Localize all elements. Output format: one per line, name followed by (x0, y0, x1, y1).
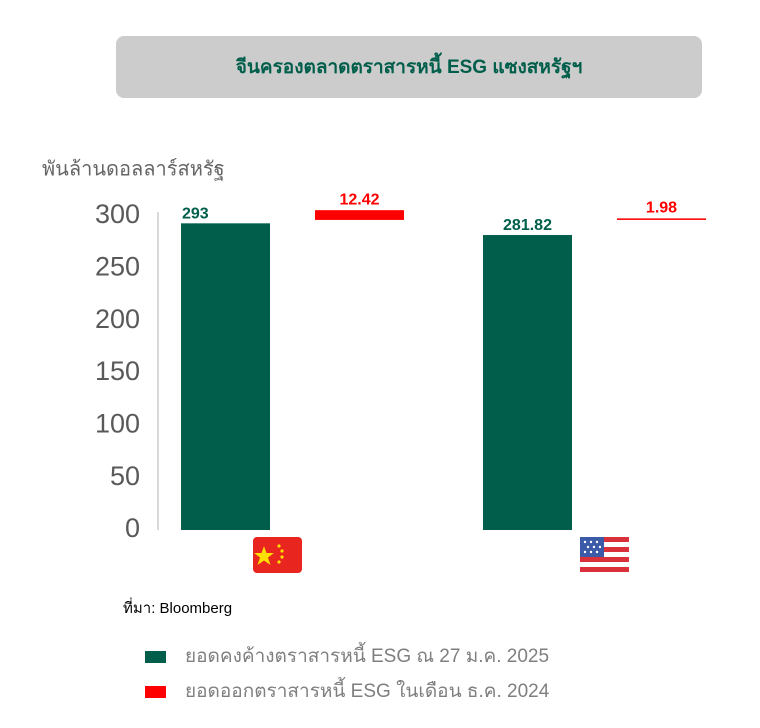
legend-swatch (145, 686, 166, 698)
y-tick-label: 50 (110, 461, 140, 491)
bar (315, 210, 404, 220)
y-tick-label: 200 (95, 304, 140, 334)
bar (181, 223, 270, 530)
y-axis-label: พันล้านดอลลาร์สหรัฐ (42, 157, 225, 180)
y-tick-label: 300 (95, 199, 140, 229)
data-label: 12.42 (339, 191, 379, 208)
chart-title: จีนครองตลาดตราสารหนี้ ESG แซงสหรัฐฯ (236, 52, 583, 80)
legend-swatch (145, 651, 166, 663)
flag-china (253, 537, 302, 573)
data-label: 1.98 (646, 200, 677, 217)
legend-label: ยอดคงค้างตราสารหนี้ ESG ณ 27 ม.ค. 2025 (185, 642, 549, 667)
title-box (116, 36, 702, 98)
y-tick-label: 150 (95, 356, 140, 386)
flag-usa (580, 537, 629, 572)
data-label: 293 (182, 206, 209, 223)
y-tick-label: 100 (95, 408, 140, 438)
bar (617, 218, 706, 220)
data-label: 281.82 (503, 217, 552, 234)
y-tick-label: 250 (95, 251, 140, 281)
source-note: ที่มา: Bloomberg (123, 597, 232, 617)
y-tick-label: 0 (125, 513, 140, 543)
legend-label: ยอดออกตราสารหนี้ ESG ในเดือน ธ.ค. 2024 (185, 677, 550, 702)
bar (483, 235, 572, 531)
